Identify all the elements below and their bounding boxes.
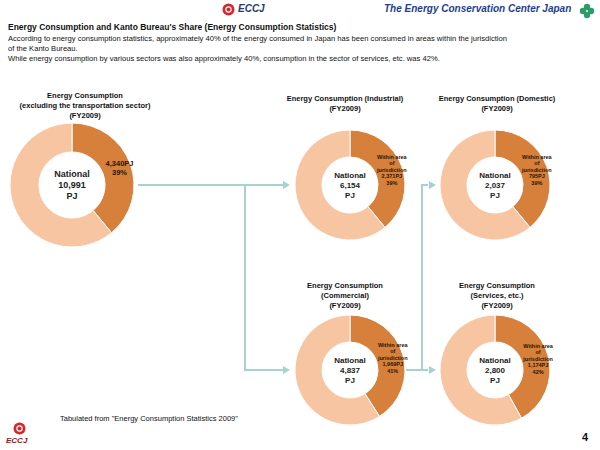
- html-text:ECCJ: ECCJ: [238, 3, 265, 14]
- svg-text:42%: 42%: [533, 369, 544, 375]
- svg-text:Energy Consumption: Energy Consumption: [47, 91, 123, 100]
- svg-text:PJ: PJ: [490, 191, 500, 200]
- svg-text:41%: 41%: [387, 368, 398, 374]
- svg-text:of: of: [389, 160, 394, 166]
- svg-text:PJ: PJ: [345, 376, 355, 385]
- svg-text:(FY2009): (FY2009): [481, 104, 513, 113]
- svg-text:2,371PJ: 2,371PJ: [382, 173, 403, 179]
- svg-text:PJ: PJ: [66, 191, 77, 201]
- svg-text:National: National: [54, 169, 90, 179]
- svg-text:(FY2009): (FY2009): [481, 301, 513, 310]
- svg-text:National: National: [479, 356, 511, 365]
- svg-text:(Commercial): (Commercial): [321, 291, 369, 300]
- svg-text:39%: 39%: [531, 180, 542, 186]
- svg-text:National: National: [334, 171, 366, 180]
- html-text:According to energy consumptio: According to energy consumption statisti…: [8, 34, 507, 43]
- svg-text:795PJ: 795PJ: [529, 173, 545, 179]
- svg-text:Within area: Within area: [523, 343, 554, 349]
- svg-text:Energy Consumption: Energy Consumption: [459, 281, 535, 290]
- svg-text:jurisdiction: jurisdiction: [521, 167, 552, 173]
- svg-text:National: National: [479, 171, 511, 180]
- html-text:The Energy Conservation Center: The Energy Conservation Center Japan: [384, 3, 572, 14]
- svg-text:Within area: Within area: [378, 342, 409, 348]
- svg-text:Energy Consumption (Domestic): Energy Consumption (Domestic): [439, 94, 556, 103]
- svg-text:Within area: Within area: [522, 154, 553, 160]
- svg-text:National: National: [334, 356, 366, 365]
- svg-text:jurisdiction: jurisdiction: [377, 355, 408, 361]
- svg-text:Within area: Within area: [377, 154, 408, 160]
- svg-text:of: of: [534, 160, 539, 166]
- svg-text:(FY2009): (FY2009): [69, 111, 101, 120]
- svg-text:(FY2009): (FY2009): [329, 301, 361, 310]
- svg-text:4,837: 4,837: [340, 366, 361, 375]
- svg-text:jurisdiction: jurisdiction: [376, 167, 407, 173]
- svg-text:2,800: 2,800: [485, 366, 506, 375]
- html-text:While energy consumption by va: While energy consumption by various sect…: [8, 54, 440, 64]
- html-text:Tabulated from "Energy Consump: Tabulated from "Energy Consumption Stati…: [60, 414, 238, 423]
- svg-text:1,969PJ: 1,969PJ: [382, 361, 403, 367]
- svg-text:1,174PJ: 1,174PJ: [528, 362, 549, 368]
- svg-text:PJ: PJ: [345, 191, 355, 200]
- svg-text:Energy Consumption: Energy Consumption: [307, 281, 383, 290]
- svg-text:of: of: [390, 348, 395, 354]
- svg-text:39%: 39%: [112, 168, 127, 177]
- svg-text:Energy Consumption (Industrial: Energy Consumption (Industrial): [287, 94, 404, 103]
- svg-text:jurisdiction: jurisdiction: [522, 356, 553, 362]
- svg-text:10,991: 10,991: [58, 180, 86, 190]
- svg-text:39%: 39%: [386, 180, 397, 186]
- svg-text:(Services, etc.): (Services, etc.): [471, 291, 524, 300]
- html-text:4: 4: [582, 431, 589, 443]
- svg-text:of: of: [536, 349, 541, 355]
- svg-text:4,340PJ: 4,340PJ: [106, 159, 134, 168]
- svg-text:6,154: 6,154: [340, 181, 361, 190]
- svg-text:PJ: PJ: [490, 376, 500, 385]
- svg-text:2,037: 2,037: [485, 181, 506, 190]
- html-text:of the Kanto Bureau.: of the Kanto Bureau.: [8, 44, 78, 54]
- html-text:ECCJ: ECCJ: [6, 436, 28, 445]
- html-text:Energy Consumption and Kanto B: Energy Consumption and Kanto Bureau's Sh…: [8, 22, 337, 32]
- svg-text:(excluding the transportation: (excluding the transportation sector): [20, 101, 151, 110]
- svg-text:(FY2009): (FY2009): [329, 104, 361, 113]
